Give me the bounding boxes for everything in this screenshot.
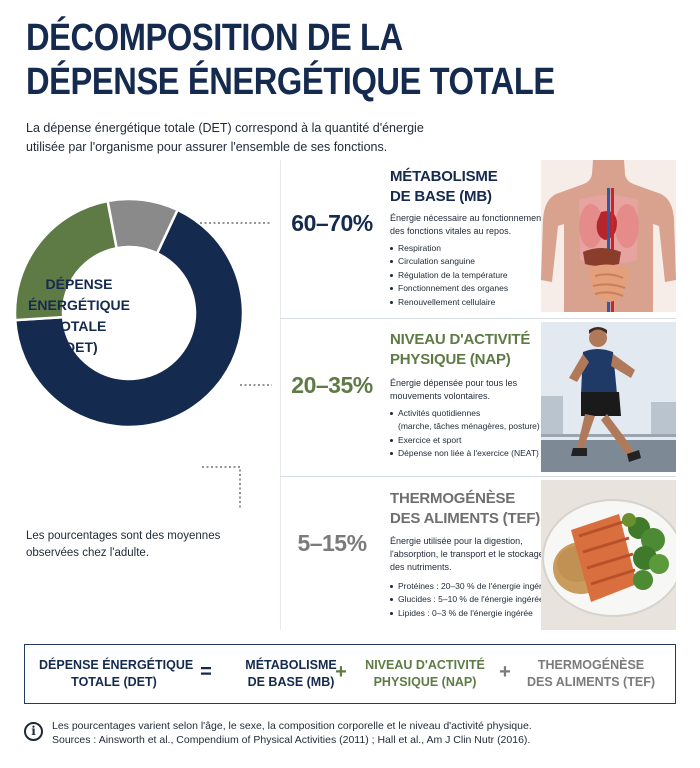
mb-percentage: 60–70% bbox=[291, 210, 373, 236]
nap-bullet: Activités quotidiennes bbox=[390, 407, 540, 420]
nap-title: NIVEAU D'ACTIVITÉ PHYSIQUE (NAP) bbox=[390, 330, 540, 370]
mb-title-line-2: DE BASE (MB) bbox=[390, 188, 492, 205]
tef-desc-line-2: l'absorption, le transport et le stockag… bbox=[390, 549, 544, 559]
column-divider bbox=[280, 160, 281, 630]
intro-line-2: utilisée par l'organisme pour assurer l'… bbox=[26, 140, 388, 154]
footer-sources: Les pourcentages varient selon l'âge, le… bbox=[52, 719, 682, 747]
nap-description: Énergie dépensée pour tous les mouvement… bbox=[390, 377, 540, 403]
nap-percentage: 20–35% bbox=[291, 372, 373, 398]
donut-segments bbox=[13, 197, 245, 429]
footer-line-1: Les pourcentages varient selon l'âge, le… bbox=[52, 720, 532, 732]
det-donut-chart: DÉPENSE ÉNERGÉTIQUE TOTALE (DET) bbox=[13, 197, 272, 510]
mb-desc-line-1: Énergie nécessaire au fonctionnement bbox=[390, 213, 544, 223]
tef-desc-line-3: des nutriments. bbox=[390, 562, 452, 572]
donut-center-line-2: ÉNERGÉTIQUE bbox=[28, 297, 130, 313]
note-line-1: Les pourcentages sont des moyennes bbox=[26, 530, 221, 542]
equation-det-line-1: DÉPENSE ÉNERGÉTIQUE bbox=[39, 658, 194, 672]
info-icon: i bbox=[24, 722, 43, 741]
equation-nap-line-2: PHYSIQUE (NAP) bbox=[373, 675, 477, 689]
nap-desc-line-1: Énergie dépensée pour tous les bbox=[390, 378, 518, 388]
nap-title-line-2: PHYSIQUE (NAP) bbox=[390, 351, 511, 368]
tef-bullet: Lipides : 0–3 % de l'énergie ingérée bbox=[390, 607, 540, 620]
tef-title-line-2: DES ALIMENTS (TEF) bbox=[390, 510, 541, 527]
tef-description: Énergie utilisée pour la digestion, l'ab… bbox=[390, 535, 544, 574]
section-divider-1 bbox=[280, 318, 676, 319]
tef-bullet: Protéines : 20–30 % de l'énergie ingérée bbox=[390, 580, 551, 593]
plus-sign: + bbox=[499, 661, 511, 683]
nap-bullet: Dépense non liée à l'exercice (NEAT) bbox=[390, 447, 540, 460]
mb-title: MÉTABOLISME DE BASE (MB) bbox=[390, 167, 540, 207]
donut-segment-tef bbox=[106, 197, 180, 255]
section-divider-2 bbox=[280, 476, 676, 477]
footer-line-2: Sources : Ainsworth et al., Compendium o… bbox=[52, 734, 531, 746]
running-man-photo bbox=[541, 322, 676, 472]
intro-text: La dépense énergétique totale (DET) corr… bbox=[26, 119, 446, 157]
donut-center-line-3: TOTALE bbox=[52, 318, 107, 334]
page-title-line-1: DÉCOMPOSITION DE LA bbox=[26, 17, 403, 59]
tef-desc-line-1: Énergie utilisée pour la digestion, bbox=[390, 536, 523, 546]
mb-bullet: Renouvellement cellulaire bbox=[390, 296, 540, 309]
equation-tef: THERMOGÉNÈSE DES ALIMENTS (TEF) bbox=[521, 657, 661, 691]
nap-bullet-list: Activités quotidiennes (marche, tâches m… bbox=[390, 407, 540, 461]
donut-center-line-4: (DET) bbox=[60, 339, 97, 355]
equation-mb-line-1: MÉTABOLISME bbox=[245, 658, 337, 672]
mb-description: Énergie nécessaire au fonctionnement des… bbox=[390, 212, 544, 238]
equation-tef-line-2: DES ALIMENTS (TEF) bbox=[526, 675, 655, 689]
donut-segment-mb bbox=[13, 208, 245, 429]
donut-center-line-1: DÉPENSE bbox=[46, 276, 113, 292]
salmon-plate-photo bbox=[541, 480, 676, 630]
equation-mb-line-2: DE BASE (MB) bbox=[247, 675, 335, 689]
note-line-2: observées chez l'adulte. bbox=[26, 547, 150, 559]
mb-bullet: Fonctionnement des organes bbox=[390, 282, 540, 295]
human-anatomy-illustration bbox=[541, 160, 676, 312]
equals-sign: = bbox=[200, 661, 212, 683]
page-title-line-2: DÉPENSE ÉNERGÉTIQUE TOTALE bbox=[26, 61, 555, 103]
tef-title: THERMOGÉNÈSE DES ALIMENTS (TEF) bbox=[390, 489, 540, 529]
average-note: Les pourcentages sont des moyennes obser… bbox=[26, 528, 236, 562]
nap-desc-line-2: mouvements volontaires. bbox=[390, 391, 491, 401]
tef-bullet: Glucides : 5–10 % de l'énergie ingérée bbox=[390, 593, 544, 606]
tef-title-line-1: THERMOGÉNÈSE bbox=[390, 490, 516, 507]
equation-det-line-2: TOTALE (DET) bbox=[71, 675, 157, 689]
page-title: DÉCOMPOSITION DE LA DÉPENSE ÉNERGÉTIQUE … bbox=[26, 16, 594, 104]
nap-title-line-1: NIVEAU D'ACTIVITÉ bbox=[390, 331, 531, 348]
mb-bullet: Circulation sanguine bbox=[390, 255, 540, 268]
tef-bullet-list: Protéines : 20–30 % de l'énergie ingérée… bbox=[390, 580, 551, 620]
tef-percentage: 5–15% bbox=[297, 530, 367, 556]
equation-mb: MÉTABOLISME DE BASE (MB) bbox=[221, 657, 361, 691]
plus-sign: + bbox=[335, 661, 347, 683]
mb-bullet-list: Respiration Circulation sanguine Régulat… bbox=[390, 242, 540, 309]
mb-desc-line-2: des fonctions vitales au repos. bbox=[390, 226, 512, 236]
connector-tef bbox=[202, 466, 241, 510]
nap-bullet: Exercice et sport bbox=[390, 434, 540, 447]
det-equation: DÉPENSE ÉNERGÉTIQUE TOTALE (DET) = MÉTAB… bbox=[24, 644, 676, 704]
intro-line-1: La dépense énergétique totale (DET) corr… bbox=[26, 121, 424, 135]
mb-bullet: Respiration bbox=[390, 242, 540, 255]
equation-nap: NIVEAU D'ACTIVITÉ PHYSIQUE (NAP) bbox=[355, 657, 495, 691]
equation-det: DÉPENSE ÉNERGÉTIQUE TOTALE (DET) bbox=[39, 657, 194, 691]
equation-tef-line-1: THERMOGÉNÈSE bbox=[537, 658, 645, 672]
nap-bullet-detail: (marche, tâches ménagères, posture) bbox=[398, 421, 540, 432]
equation-nap-line-1: NIVEAU D'ACTIVITÉ bbox=[365, 658, 485, 672]
mb-title-line-1: MÉTABOLISME bbox=[390, 168, 498, 185]
mb-bullet: Régulation de la température bbox=[390, 269, 540, 282]
